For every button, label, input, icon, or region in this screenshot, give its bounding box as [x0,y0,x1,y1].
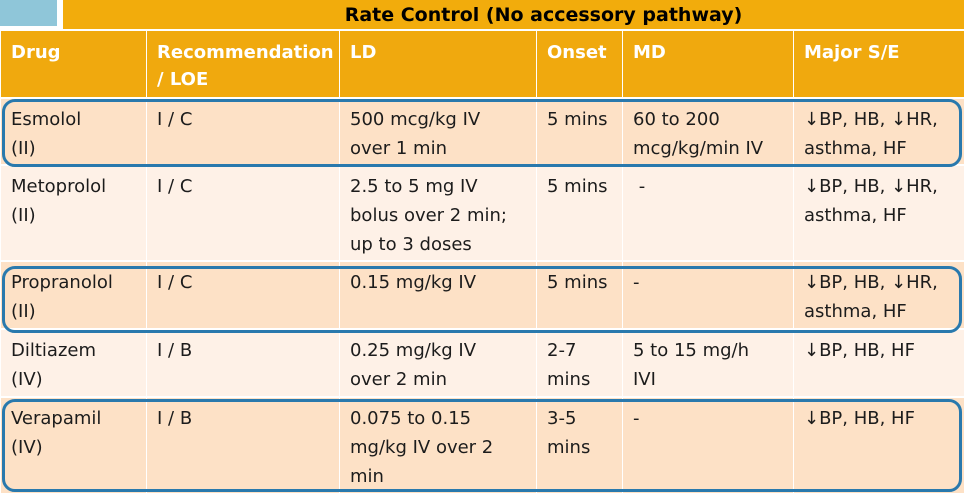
cell-ld: 0.075 to 0.15 mg/kg IV over 2 min [339,396,537,493]
ld-line: bolus over 2 min; [350,205,507,226]
onset-line: mins [547,437,591,458]
onset-line: 5 mins [547,109,608,130]
md-line: mcg/kg/min IV [633,138,764,159]
ld-line: over 2 min [350,369,447,390]
cell-onset: 5 mins [536,164,623,261]
cell-md: - [622,260,794,329]
cell-drug: Diltiazem (IV) [0,328,147,397]
cell-md: 5 to 15 mg/h IVI [622,328,794,397]
drug-name: Metoprolol [11,176,107,197]
ld-line: mg/kg IV over 2 [350,437,494,458]
cell-side-effects: ↓BP, HB, ↓HR, asthma, HF [793,260,964,329]
cell-drug: Verapamil (IV) [0,396,147,493]
drug-name: Esmolol [11,109,82,130]
table-row: Metoprolol (II) I / C 2.5 to 5 mg IV bol… [0,164,964,261]
drug-class: (IV) [11,369,43,390]
cell-drug: Metoprolol (II) [0,164,147,261]
md-line: 5 to 15 mg/h [633,340,750,361]
cell-ld: 0.25 mg/kg IV over 2 min [339,328,537,397]
ld-line: min [350,466,384,487]
cell-onset: 5 mins [536,260,623,329]
cell-ld: 0.15 mg/kg IV [339,260,537,329]
se-line: asthma, HF [804,301,907,322]
cell-ld: 500 mcg/kg IV over 1 min [339,97,537,165]
table-row: Verapamil (IV) I / B 0.075 to 0.15 mg/kg… [0,396,964,493]
se-line: ↓BP, HB, HF [804,408,915,429]
corner-decoration [0,0,57,26]
onset-line: 5 mins [547,272,608,293]
cell-drug: Esmolol (II) [0,97,147,165]
drug-class: (II) [11,205,36,226]
cell-recommendation: I / C [146,260,340,329]
md-line: - [633,408,640,429]
cell-side-effects: ↓BP, HB, ↓HR, asthma, HF [793,164,964,261]
cell-recommendation: I / C [146,164,340,261]
drug-name: Verapamil [11,408,102,429]
drug-class: (II) [11,138,36,159]
cell-side-effects: ↓BP, HB, HF [793,328,964,397]
onset-line: 2-7 [547,340,577,361]
drug-class: (IV) [11,437,43,458]
cell-onset: 3-5 mins [536,396,623,493]
se-line: asthma, HF [804,138,907,159]
drug-class: (II) [11,301,36,322]
se-line: ↓BP, HB, ↓HR, [804,272,938,293]
table-row: Diltiazem (IV) I / B 0.25 mg/kg IV over … [0,328,964,397]
cell-md: - [622,396,794,493]
onset-line: mins [547,369,591,390]
se-line: asthma, HF [804,205,907,226]
se-line: ↓BP, HB, ↓HR, [804,109,938,130]
ld-line: up to 3 doses [350,234,472,255]
cell-side-effects: ↓BP, HB, HF [793,396,964,493]
drug-name: Propranolol [11,272,113,293]
md-line: IVI [633,369,656,390]
cell-onset: 5 mins [536,97,623,165]
cell-md: - [622,164,794,261]
col-header-onset: Onset [536,31,623,98]
col-header-side-effects: Major S/E [793,31,964,98]
cell-ld: 2.5 to 5 mg IV bolus over 2 min; up to 3… [339,164,537,261]
header-row: Drug Recommendation / LOE LD Onset MD Ma… [0,31,964,98]
onset-line: 3-5 [547,408,577,429]
se-line: ↓BP, HB, ↓HR, [804,176,938,197]
ld-line: 500 mcg/kg IV [350,109,481,130]
rate-control-table: Drug Recommendation / LOE LD Onset MD Ma… [0,31,964,493]
col-header-md: MD [622,31,794,98]
ld-line: 0.25 mg/kg IV [350,340,477,361]
col-header-recommendation: Recommendation / LOE [146,31,340,98]
col-header-drug: Drug [0,31,147,98]
drug-name: Diltiazem [11,340,97,361]
cell-drug: Propranolol (II) [0,260,147,329]
ld-line: over 1 min [350,138,447,159]
cell-recommendation: I / B [146,396,340,493]
cell-md: 60 to 200 mcg/kg/min IV [622,97,794,165]
cell-onset: 2-7 mins [536,328,623,397]
md-line: - [633,176,646,197]
onset-line: 5 mins [547,176,608,197]
cell-side-effects: ↓BP, HB, ↓HR, asthma, HF [793,97,964,165]
table-row: Esmolol (II) I / C 500 mcg/kg IV over 1 … [0,97,964,165]
ld-line: 0.075 to 0.15 [350,408,472,429]
md-line: 60 to 200 [633,109,720,130]
cell-recommendation: I / B [146,328,340,397]
ld-line: 2.5 to 5 mg IV [350,176,478,197]
table-title: Rate Control (No accessory pathway) [344,3,743,26]
se-line: ↓BP, HB, HF [804,340,915,361]
ld-line: 0.15 mg/kg IV [350,272,477,293]
col-header-ld: LD [339,31,537,98]
table-row: Propranolol (II) I / C 0.15 mg/kg IV 5 m… [0,260,964,329]
title-bar: Rate Control (No accessory pathway) [63,0,964,30]
md-line: - [633,272,640,293]
cell-recommendation: I / C [146,97,340,165]
